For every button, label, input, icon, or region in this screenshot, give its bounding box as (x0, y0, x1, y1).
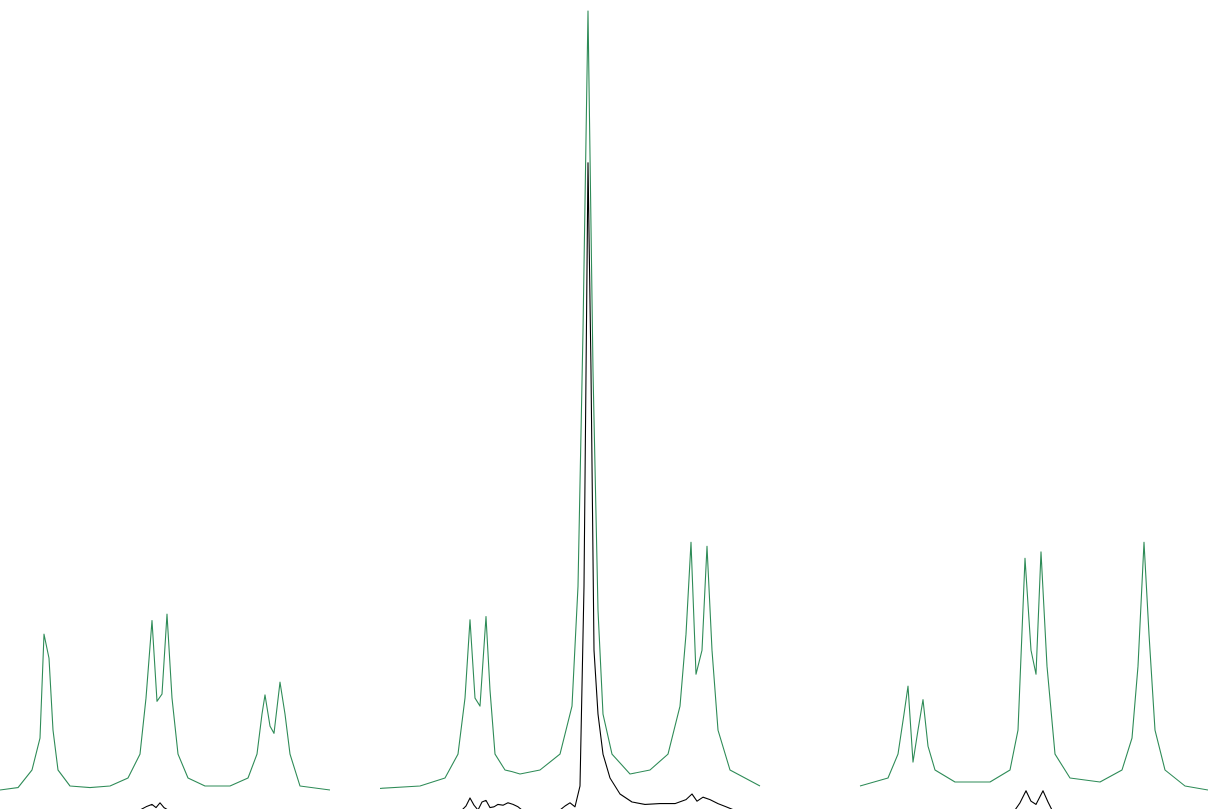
spectrum-line-black (140, 162, 1053, 809)
spectrum-line-green (0, 10, 1208, 791)
